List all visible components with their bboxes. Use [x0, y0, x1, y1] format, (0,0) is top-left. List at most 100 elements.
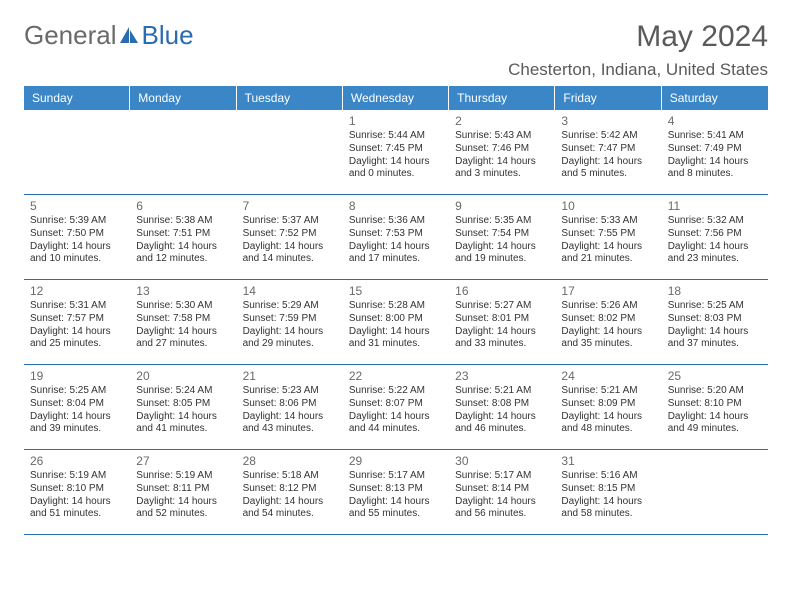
calendar-day: 9Sunrise: 5:35 AMSunset: 7:54 PMDaylight… — [449, 195, 555, 279]
day-number: 11 — [668, 199, 762, 213]
calendar-day: 25Sunrise: 5:20 AMSunset: 8:10 PMDayligh… — [662, 365, 768, 449]
calendar: SundayMondayTuesdayWednesdayThursdayFrid… — [24, 86, 768, 535]
day-number: 23 — [455, 369, 549, 383]
sunset-line: Sunset: 8:10 PM — [668, 398, 762, 411]
daylight-line: Daylight: 14 hours and 56 minutes. — [455, 496, 549, 522]
day-number: 13 — [136, 284, 230, 298]
daylight-line: Daylight: 14 hours and 44 minutes. — [349, 411, 443, 437]
logo: General Blue — [24, 20, 194, 51]
daylight-line: Daylight: 14 hours and 3 minutes. — [455, 156, 549, 182]
day-number: 27 — [136, 454, 230, 468]
sunset-line: Sunset: 7:58 PM — [136, 313, 230, 326]
sunset-line: Sunset: 8:13 PM — [349, 483, 443, 496]
calendar-day: 29Sunrise: 5:17 AMSunset: 8:13 PMDayligh… — [343, 450, 449, 534]
calendar-day: 26Sunrise: 5:19 AMSunset: 8:10 PMDayligh… — [24, 450, 130, 534]
sunset-line: Sunset: 8:00 PM — [349, 313, 443, 326]
day-number: 17 — [561, 284, 655, 298]
day-number: 22 — [349, 369, 443, 383]
sunrise-line: Sunrise: 5:23 AM — [243, 385, 337, 398]
daylight-line: Daylight: 14 hours and 46 minutes. — [455, 411, 549, 437]
sunrise-line: Sunrise: 5:21 AM — [455, 385, 549, 398]
sunrise-line: Sunrise: 5:33 AM — [561, 215, 655, 228]
day-number: 7 — [243, 199, 337, 213]
weekday-header: Saturday — [662, 86, 768, 110]
daylight-line: Daylight: 14 hours and 17 minutes. — [349, 241, 443, 267]
daylight-line: Daylight: 14 hours and 10 minutes. — [30, 241, 124, 267]
calendar-day: 2Sunrise: 5:43 AMSunset: 7:46 PMDaylight… — [449, 110, 555, 194]
daylight-line: Daylight: 14 hours and 21 minutes. — [561, 241, 655, 267]
daylight-line: Daylight: 14 hours and 33 minutes. — [455, 326, 549, 352]
day-number: 6 — [136, 199, 230, 213]
day-number: 8 — [349, 199, 443, 213]
day-number: 18 — [668, 284, 762, 298]
sunset-line: Sunset: 8:03 PM — [668, 313, 762, 326]
daylight-line: Daylight: 14 hours and 37 minutes. — [668, 326, 762, 352]
day-number: 2 — [455, 114, 549, 128]
calendar-day: 7Sunrise: 5:37 AMSunset: 7:52 PMDaylight… — [237, 195, 343, 279]
daylight-line: Daylight: 14 hours and 14 minutes. — [243, 241, 337, 267]
weekday-header: Friday — [555, 86, 661, 110]
day-number: 19 — [30, 369, 124, 383]
sunset-line: Sunset: 8:02 PM — [561, 313, 655, 326]
sunrise-line: Sunrise: 5:41 AM — [668, 130, 762, 143]
sunrise-line: Sunrise: 5:18 AM — [243, 470, 337, 483]
sunrise-line: Sunrise: 5:25 AM — [668, 300, 762, 313]
calendar-day: 3Sunrise: 5:42 AMSunset: 7:47 PMDaylight… — [555, 110, 661, 194]
calendar-day: 19Sunrise: 5:25 AMSunset: 8:04 PMDayligh… — [24, 365, 130, 449]
calendar-day-empty — [130, 110, 236, 194]
sunset-line: Sunset: 7:50 PM — [30, 228, 124, 241]
month-title: May 2024 — [508, 20, 768, 54]
day-number: 1 — [349, 114, 443, 128]
calendar-day: 4Sunrise: 5:41 AMSunset: 7:49 PMDaylight… — [662, 110, 768, 194]
sunset-line: Sunset: 8:12 PM — [243, 483, 337, 496]
sunset-line: Sunset: 7:59 PM — [243, 313, 337, 326]
sunrise-line: Sunrise: 5:36 AM — [349, 215, 443, 228]
sunset-line: Sunset: 8:14 PM — [455, 483, 549, 496]
day-number: 31 — [561, 454, 655, 468]
sunrise-line: Sunrise: 5:43 AM — [455, 130, 549, 143]
sunrise-line: Sunrise: 5:30 AM — [136, 300, 230, 313]
sunset-line: Sunset: 8:15 PM — [561, 483, 655, 496]
calendar-day: 16Sunrise: 5:27 AMSunset: 8:01 PMDayligh… — [449, 280, 555, 364]
calendar-day: 23Sunrise: 5:21 AMSunset: 8:08 PMDayligh… — [449, 365, 555, 449]
sunrise-line: Sunrise: 5:27 AM — [455, 300, 549, 313]
sunrise-line: Sunrise: 5:32 AM — [668, 215, 762, 228]
calendar-day: 31Sunrise: 5:16 AMSunset: 8:15 PMDayligh… — [555, 450, 661, 534]
day-number: 10 — [561, 199, 655, 213]
sunset-line: Sunset: 8:09 PM — [561, 398, 655, 411]
calendar-day: 30Sunrise: 5:17 AMSunset: 8:14 PMDayligh… — [449, 450, 555, 534]
calendar-day: 24Sunrise: 5:21 AMSunset: 8:09 PMDayligh… — [555, 365, 661, 449]
weekday-header: Thursday — [449, 86, 555, 110]
calendar-day: 11Sunrise: 5:32 AMSunset: 7:56 PMDayligh… — [662, 195, 768, 279]
sunrise-line: Sunrise: 5:42 AM — [561, 130, 655, 143]
sunrise-line: Sunrise: 5:16 AM — [561, 470, 655, 483]
sunrise-line: Sunrise: 5:19 AM — [136, 470, 230, 483]
sunrise-line: Sunrise: 5:24 AM — [136, 385, 230, 398]
sunset-line: Sunset: 7:55 PM — [561, 228, 655, 241]
day-number: 20 — [136, 369, 230, 383]
calendar-day: 12Sunrise: 5:31 AMSunset: 7:57 PMDayligh… — [24, 280, 130, 364]
weekday-header: Wednesday — [343, 86, 449, 110]
daylight-line: Daylight: 14 hours and 41 minutes. — [136, 411, 230, 437]
logo-text-general: General — [24, 20, 117, 51]
day-number: 28 — [243, 454, 337, 468]
day-number: 5 — [30, 199, 124, 213]
calendar-day: 17Sunrise: 5:26 AMSunset: 8:02 PMDayligh… — [555, 280, 661, 364]
daylight-line: Daylight: 14 hours and 0 minutes. — [349, 156, 443, 182]
daylight-line: Daylight: 14 hours and 51 minutes. — [30, 496, 124, 522]
sunrise-line: Sunrise: 5:25 AM — [30, 385, 124, 398]
sunrise-line: Sunrise: 5:28 AM — [349, 300, 443, 313]
sunset-line: Sunset: 8:06 PM — [243, 398, 337, 411]
location: Chesterton, Indiana, United States — [508, 60, 768, 80]
calendar-week: 1Sunrise: 5:44 AMSunset: 7:45 PMDaylight… — [24, 110, 768, 195]
sunrise-line: Sunrise: 5:39 AM — [30, 215, 124, 228]
sunrise-line: Sunrise: 5:17 AM — [455, 470, 549, 483]
day-number: 16 — [455, 284, 549, 298]
sunset-line: Sunset: 7:47 PM — [561, 143, 655, 156]
day-number: 9 — [455, 199, 549, 213]
sunrise-line: Sunrise: 5:19 AM — [30, 470, 124, 483]
sunset-line: Sunset: 8:11 PM — [136, 483, 230, 496]
calendar-day: 27Sunrise: 5:19 AMSunset: 8:11 PMDayligh… — [130, 450, 236, 534]
sunset-line: Sunset: 8:05 PM — [136, 398, 230, 411]
day-number: 15 — [349, 284, 443, 298]
